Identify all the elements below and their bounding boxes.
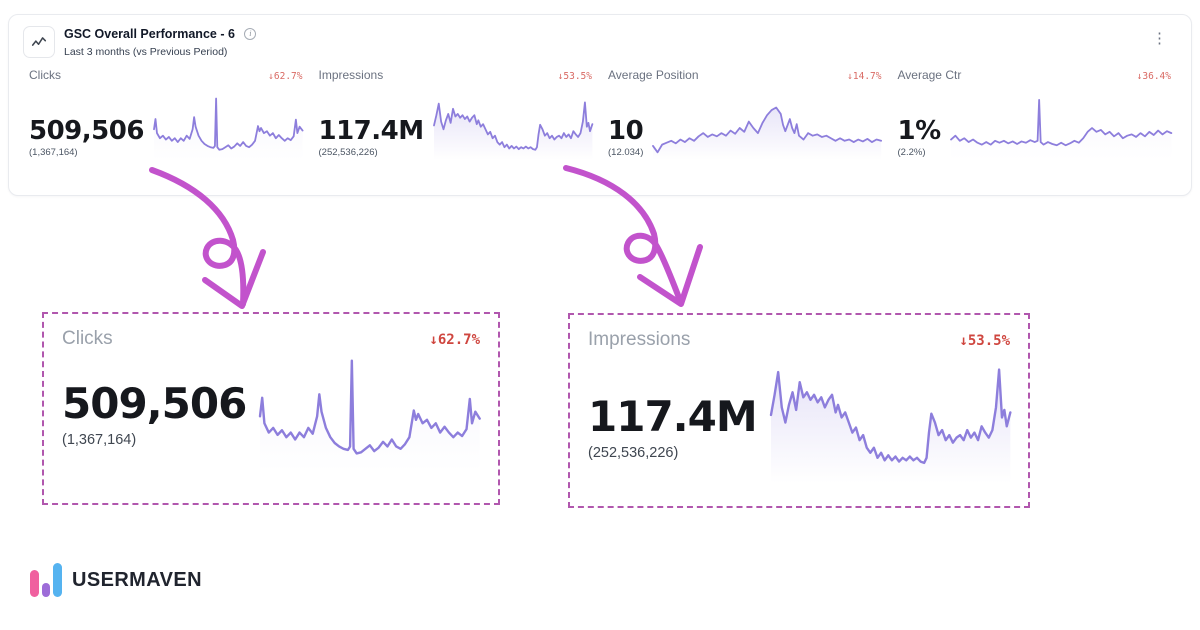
sparkline-average-position	[653, 96, 881, 160]
line-chart-icon	[23, 25, 55, 58]
metric-change-badge: ↓53.5%	[557, 71, 592, 82]
metric-change-badge: ↓62.7%	[268, 71, 303, 82]
metric-change-badge: ↓36.4%	[1136, 71, 1171, 82]
kebab-menu-icon[interactable]: ⋮	[1152, 30, 1167, 47]
sparkline-clicks	[154, 96, 303, 160]
info-icon[interactable]: i	[244, 27, 257, 40]
gsc-performance-widget: GSC Overall Performance - 6 i Last 3 mon…	[8, 14, 1192, 196]
brand-name: USERMAVEN	[72, 568, 202, 591]
metric-label: Average Position	[608, 68, 699, 82]
card-value: 509,506	[62, 378, 247, 428]
sparkline-average-ctr	[951, 96, 1171, 160]
sparkline-clicks-large	[260, 356, 480, 472]
card-previous-value: (252,536,226)	[588, 445, 679, 461]
metric-impressions: Impressions ↓53.5% 117.4M (252,536,226)	[319, 68, 593, 160]
logo-bar-pink	[30, 570, 39, 597]
widget-header: GSC Overall Performance - 6 i Last 3 mon…	[23, 25, 1177, 58]
zoom-card-impressions: Impressions ↓53.5% 117.4M (252,536,226)	[568, 313, 1030, 508]
sparkline-impressions	[434, 96, 592, 160]
card-previous-value: (1,367,164)	[62, 432, 137, 448]
metric-value: 1%	[897, 115, 942, 146]
card-change-badge: ↓62.7%	[429, 332, 480, 348]
zoom-card-clicks: Clicks ↓62.7% 509,506 (1,367,164)	[42, 312, 500, 505]
usermaven-logo-icon	[30, 561, 63, 599]
metric-value: 509,506	[29, 115, 144, 146]
logo-bar-blue	[53, 563, 62, 597]
logo-bar-purple	[42, 583, 50, 597]
widget-title: GSC Overall Performance - 6	[64, 26, 235, 41]
metric-change-badge: ↓14.7%	[847, 71, 882, 82]
sparkline-impressions-large	[771, 357, 1010, 483]
card-value: 117.4M	[588, 391, 758, 441]
metric-average-position: Average Position ↓14.7% 10 (12.034)	[608, 68, 882, 160]
card-change-badge: ↓53.5%	[959, 333, 1010, 349]
metric-label: Clicks	[29, 68, 61, 82]
card-label: Impressions	[588, 329, 691, 350]
metric-previous-value: (12.034)	[608, 147, 644, 158]
metric-previous-value: (2.2%)	[897, 147, 926, 158]
widget-subtitle: Last 3 months (vs Previous Period)	[64, 46, 228, 58]
metric-previous-value: (1,367,164)	[29, 147, 78, 158]
metric-value: 10	[608, 115, 644, 146]
card-label: Clicks	[62, 328, 113, 349]
metric-clicks: Clicks ↓62.7% 509,506 (1,367,164)	[29, 68, 303, 160]
metric-label: Impressions	[318, 68, 384, 82]
metrics-row: Clicks ↓62.7% 509,506 (1,367,164) Impres…	[23, 68, 1177, 160]
usermaven-logo: USERMAVEN	[30, 561, 202, 599]
metric-value: 117.4M	[318, 115, 425, 146]
metric-average-ctr: Average Ctr ↓36.4% 1% (2.2%)	[898, 68, 1172, 160]
metric-previous-value: (252,536,226)	[318, 147, 378, 158]
metric-label: Average Ctr	[897, 68, 962, 82]
